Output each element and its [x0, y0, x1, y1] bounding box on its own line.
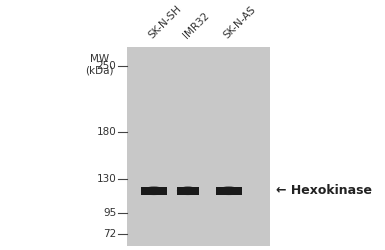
- Text: SK-N-AS: SK-N-AS: [222, 4, 258, 41]
- Ellipse shape: [177, 186, 199, 195]
- Bar: [141, 186, 167, 195]
- Bar: [216, 186, 241, 195]
- Text: ← Hexokinase: ← Hexokinase: [276, 184, 372, 197]
- Ellipse shape: [216, 186, 241, 195]
- Text: 130: 130: [97, 174, 117, 184]
- Text: 72: 72: [103, 230, 117, 239]
- Text: SK-N-SH: SK-N-SH: [147, 4, 184, 41]
- Text: MW
(kDa): MW (kDa): [85, 54, 114, 76]
- Text: 180: 180: [97, 127, 117, 137]
- Text: IMR32: IMR32: [181, 11, 211, 41]
- Ellipse shape: [141, 186, 167, 195]
- Text: 95: 95: [103, 208, 117, 218]
- Text: 250: 250: [97, 60, 117, 70]
- Bar: [177, 186, 199, 195]
- Bar: [127, 46, 270, 246]
